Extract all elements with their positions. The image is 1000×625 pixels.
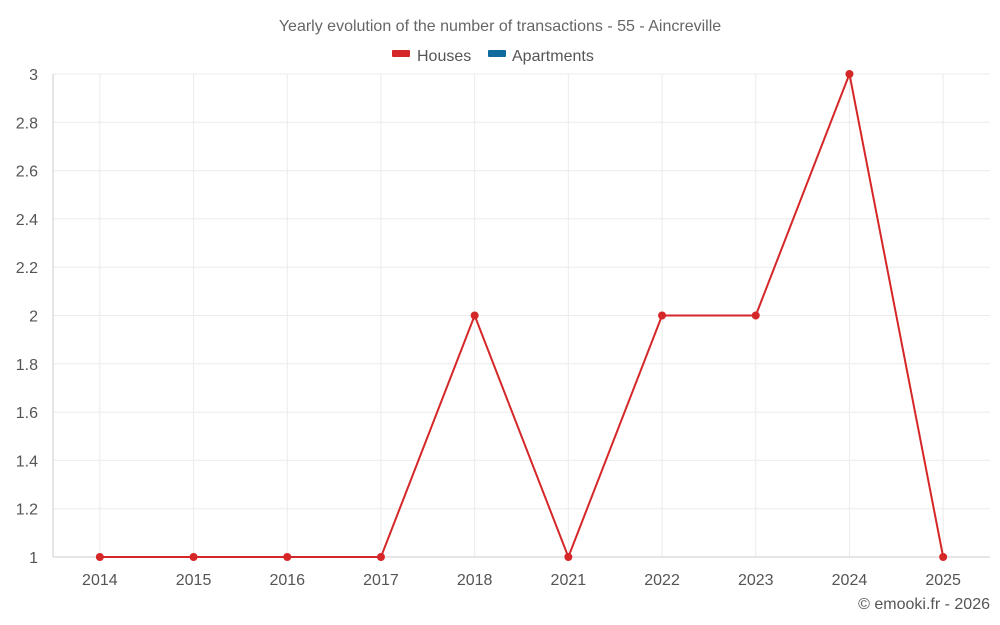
grid: [53, 73, 990, 558]
legend-label-houses: Houses: [417, 48, 471, 65]
data-point-houses-2025[interactable]: [939, 553, 948, 561]
y-tick-label: 2.4: [16, 212, 38, 229]
legend-swatch-houses: [392, 50, 410, 57]
y-tick-label: 2: [29, 309, 38, 326]
series: [95, 70, 948, 561]
chart-title: Yearly evolution of the number of transa…: [279, 18, 721, 35]
x-tick-label: 2018: [457, 572, 493, 589]
legend-item-apartments[interactable]: Apartments: [488, 48, 594, 65]
x-tick-label: 2024: [832, 572, 868, 589]
legend-label-apartments: Apartments: [512, 48, 594, 65]
x-tick-label: 2025: [925, 572, 961, 589]
y-tick-label: 1.4: [16, 453, 38, 470]
axes: 1 1.2 1.4 1.6 1.8 2 2.2 2.4 2.6 2.8 3 2014 2015 2016 2…: [16, 67, 990, 589]
x-tick-label: 2014: [82, 572, 118, 589]
y-tick-label: 2.6: [16, 164, 38, 181]
y-tick-label: 3: [29, 67, 38, 84]
credit-text: © emooki.fr - 2026: [858, 596, 990, 613]
data-point-houses-2021[interactable]: [564, 553, 573, 561]
data-point-houses-2015[interactable]: [189, 553, 198, 561]
legend-item-houses[interactable]: Houses: [392, 48, 471, 65]
y-tick-label: 1.6: [16, 405, 38, 422]
x-tick-label: 2023: [738, 572, 774, 589]
data-point-houses-2024[interactable]: [845, 70, 854, 78]
x-tick-label: 2016: [269, 572, 305, 589]
x-tick-label: 2022: [644, 572, 680, 589]
data-point-houses-2017[interactable]: [376, 553, 385, 561]
y-tick-label: 1: [29, 550, 38, 567]
y-tick-label: 2.8: [16, 115, 38, 132]
x-tick-label: 2017: [363, 572, 399, 589]
data-point-houses-2018[interactable]: [470, 311, 479, 320]
x-tick-label: 2021: [551, 572, 587, 589]
x-tick-label: 2015: [176, 572, 212, 589]
y-tick-label: 2.2: [16, 260, 38, 277]
y-tick-label: 1.2: [16, 502, 38, 519]
legend: Houses Apartments: [392, 48, 594, 65]
data-point-houses-2014[interactable]: [95, 553, 104, 561]
data-point-houses-2023[interactable]: [751, 311, 760, 320]
data-point-houses-2016[interactable]: [283, 553, 292, 561]
y-tick-label: 1.8: [16, 357, 38, 374]
data-point-houses-2022[interactable]: [658, 311, 667, 320]
series-line-houses: [99, 73, 945, 558]
legend-swatch-apartments: [488, 50, 506, 57]
